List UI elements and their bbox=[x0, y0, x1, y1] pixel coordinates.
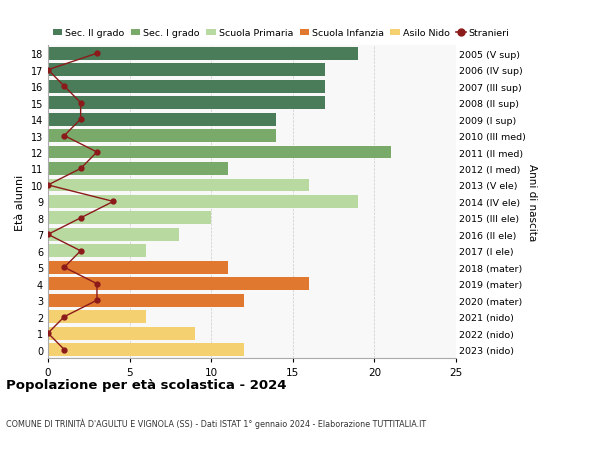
Bar bbox=[48, 343, 244, 356]
Bar bbox=[48, 327, 195, 340]
Bar bbox=[48, 97, 325, 110]
Bar bbox=[48, 229, 179, 241]
Bar bbox=[48, 146, 391, 159]
Bar bbox=[48, 196, 358, 208]
Y-axis label: Anni di nascita: Anni di nascita bbox=[527, 163, 537, 241]
Text: COMUNE DI TRINITÀ D'AGULTU E VIGNOLA (SS) - Dati ISTAT 1° gennaio 2024 - Elabora: COMUNE DI TRINITÀ D'AGULTU E VIGNOLA (SS… bbox=[6, 418, 426, 428]
Legend: Sec. II grado, Sec. I grado, Scuola Primaria, Scuola Infanzia, Asilo Nido, Stran: Sec. II grado, Sec. I grado, Scuola Prim… bbox=[53, 29, 509, 38]
Bar bbox=[48, 261, 227, 274]
Y-axis label: Età alunni: Età alunni bbox=[15, 174, 25, 230]
Bar bbox=[48, 113, 277, 126]
Text: Popolazione per età scolastica - 2024: Popolazione per età scolastica - 2024 bbox=[6, 379, 287, 392]
Bar bbox=[48, 278, 309, 291]
Bar bbox=[48, 179, 309, 192]
Bar bbox=[48, 130, 277, 143]
Bar bbox=[48, 245, 146, 257]
Bar bbox=[48, 48, 358, 61]
Bar bbox=[48, 64, 325, 77]
Bar bbox=[48, 294, 244, 307]
Bar bbox=[48, 212, 211, 225]
Bar bbox=[48, 162, 227, 175]
Bar bbox=[48, 311, 146, 323]
Bar bbox=[48, 81, 325, 93]
